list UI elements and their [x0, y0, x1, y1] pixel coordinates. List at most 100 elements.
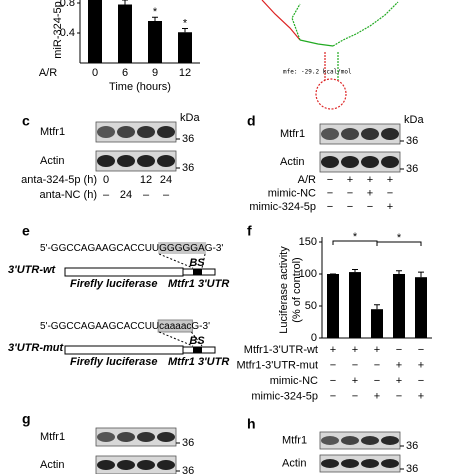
size-label: 36 — [182, 437, 194, 449]
y-tick-label: 0 — [311, 332, 317, 344]
band-label: Actin — [40, 459, 64, 471]
condition-sign: − — [352, 359, 358, 371]
stem — [291, 3, 301, 41]
blot-band — [157, 432, 175, 442]
site-connector — [158, 331, 203, 347]
x-tick-label: 9 — [152, 67, 158, 79]
blot-strip — [319, 431, 401, 450]
blot-band — [157, 460, 175, 470]
band-label: Mtfr1 — [40, 126, 65, 138]
condition-sign: + — [352, 344, 358, 356]
condition-sign: − — [418, 375, 424, 387]
stem — [261, 0, 301, 41]
site-highlight — [158, 242, 207, 254]
panel-letter: h — [247, 416, 256, 432]
x-prefix: A/R — [39, 67, 57, 79]
sequence-part: G-3' — [191, 321, 210, 332]
blot-band — [117, 460, 135, 470]
blot-band — [341, 128, 359, 140]
site-label: BS — [189, 335, 205, 347]
condition-sign: + — [396, 359, 402, 371]
condition-sign: − — [367, 201, 373, 213]
blot-band — [117, 126, 135, 138]
unit-label: kDa — [180, 112, 200, 124]
condition-sign: − — [396, 344, 402, 356]
stem — [332, 1, 399, 47]
condition-sign: 24 — [160, 174, 172, 186]
blot-band — [341, 436, 359, 445]
condition-sign: − — [347, 187, 353, 199]
blot-band — [381, 128, 399, 140]
blot-band — [117, 155, 135, 167]
condition-label: mimic-NC — [268, 187, 316, 199]
gene-label: Firefly luciferase — [70, 356, 157, 368]
stem — [299, 39, 334, 47]
blot-band — [97, 126, 115, 138]
condition-sign: + — [352, 375, 358, 387]
blot-strip — [95, 150, 177, 172]
y-tick-label: 0.8 — [60, 0, 75, 9]
panel-letter: c — [22, 113, 30, 129]
blot-band — [137, 460, 155, 470]
y-axis-title: miR-324-5p — [52, 1, 64, 58]
blot-band — [157, 155, 175, 167]
blot-band — [97, 155, 115, 167]
size-label: 36 — [406, 440, 418, 452]
bracket — [376, 241, 422, 246]
condition-sign: − — [347, 201, 353, 213]
error-bar — [352, 269, 358, 273]
utr-label: Mtfr1 3'UTR — [168, 278, 229, 290]
band-label: Actin — [282, 457, 306, 469]
binding-site — [193, 347, 202, 353]
condition-label: mimic-324-5p — [249, 201, 316, 213]
condition-sign: − — [327, 201, 333, 213]
condition-sign: − — [352, 390, 358, 402]
sequence-part: GGGGGA — [159, 243, 205, 254]
condition-sign: 0 — [103, 174, 109, 186]
condition-sign: + — [418, 359, 424, 371]
blot-band — [381, 459, 399, 468]
y-axis-title: Luciferase activity — [278, 246, 290, 334]
blot-band — [361, 156, 379, 168]
condition-sign: − — [330, 390, 336, 402]
blot-band — [361, 436, 379, 445]
band-label: Actin — [280, 156, 304, 168]
size-label: 36 — [406, 163, 418, 175]
bar — [393, 274, 405, 338]
condition-sign: + — [374, 344, 380, 356]
blot-band — [321, 459, 339, 468]
condition-label: anta-324-5p (h) — [21, 174, 97, 186]
x-tick-label: 6 — [122, 67, 128, 79]
panel-letter: g — [22, 411, 31, 427]
y-tick-label: 0.4 — [60, 27, 75, 39]
size-label: 36 — [182, 133, 194, 145]
band-label: Actin — [40, 155, 64, 167]
condition-sign: + — [374, 390, 380, 402]
condition-sign: − — [418, 344, 424, 356]
size-label: 36 — [406, 135, 418, 147]
panel-letter: d — [247, 113, 256, 129]
blot-band — [341, 156, 359, 168]
mfe-label: mfe: -29.2 kcal/mol — [283, 69, 352, 76]
bar — [148, 21, 162, 63]
condition-label: A/R — [298, 174, 316, 186]
binding-site — [193, 269, 202, 275]
blot-strip — [95, 455, 177, 474]
blot-strip — [319, 123, 401, 145]
condition-sign: – — [163, 189, 170, 201]
condition-sign: + — [387, 201, 393, 213]
condition-sign: − — [374, 359, 380, 371]
blot-band — [321, 128, 339, 140]
condition-sign: − — [387, 187, 393, 199]
blot-band — [321, 156, 339, 168]
significance: * — [397, 232, 402, 244]
blot-strip — [95, 121, 177, 143]
x-tick-label: 12 — [179, 67, 191, 79]
blot-band — [341, 459, 359, 468]
blot-band — [137, 126, 155, 138]
construct-name: 3'UTR-mut — [8, 342, 65, 354]
sequence-part: 5'-GGCCAGAAGCACCUU — [40, 321, 159, 332]
blot-band — [137, 432, 155, 442]
condition-sign: + — [387, 174, 393, 186]
